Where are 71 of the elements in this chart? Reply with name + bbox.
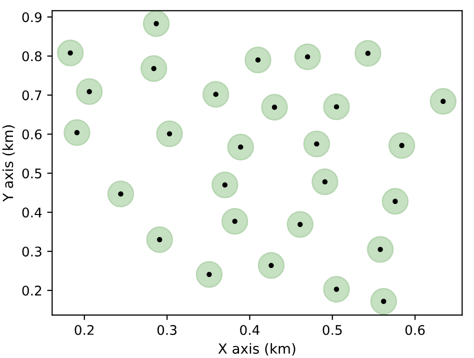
point: [156, 120, 183, 148]
point: [334, 104, 340, 110]
point: [323, 276, 350, 303]
point: [157, 237, 162, 242]
point: [430, 88, 456, 115]
point: [57, 40, 84, 66]
point: [381, 298, 386, 304]
point: [382, 188, 409, 215]
y-tick-label: 0.5: [22, 168, 42, 178]
point: [146, 226, 173, 253]
point: [367, 236, 394, 263]
point: [142, 10, 170, 37]
x-tick-label: 0.3: [157, 324, 176, 335]
point: [118, 191, 124, 197]
point: [392, 198, 398, 204]
point: [206, 272, 212, 278]
point: [370, 288, 397, 315]
point: [388, 132, 416, 159]
point: [399, 142, 404, 148]
y-tick-label: 0.3: [22, 246, 42, 257]
point: [378, 246, 383, 252]
point: [74, 130, 80, 136]
x-tick-label: 0.5: [322, 324, 342, 335]
point: [202, 81, 230, 108]
x-tick-label: 0.6: [405, 324, 425, 335]
point: [86, 89, 92, 94]
point: [107, 180, 134, 208]
point: [322, 179, 328, 184]
point: [222, 182, 228, 188]
point: [261, 94, 288, 121]
point: [64, 119, 90, 146]
point: [244, 46, 272, 74]
point: [238, 144, 244, 150]
point: [314, 141, 320, 147]
y-tick-label: 0.8: [22, 51, 42, 62]
y-tick-label: 0.7: [22, 90, 42, 100]
point: [258, 252, 285, 279]
point: [286, 211, 314, 238]
y-tick-label: 0.4: [22, 208, 42, 218]
point: [213, 92, 218, 97]
point: [227, 134, 254, 160]
point: [166, 131, 172, 136]
y-tick-label: 0.9: [22, 12, 42, 22]
x-axis-title: X axis (km): [218, 343, 296, 356]
point: [323, 94, 350, 120]
point: [365, 50, 371, 56]
point: [303, 130, 330, 158]
point: [440, 98, 446, 104]
y-tick-label: 0.6: [22, 129, 42, 140]
point: [298, 222, 303, 228]
point: [354, 40, 382, 67]
point: [68, 50, 73, 56]
point: [255, 57, 261, 63]
point: [312, 168, 338, 196]
point: [76, 78, 103, 105]
point: [154, 21, 159, 26]
y-axis-title: Y axis (km): [2, 125, 15, 202]
point: [294, 44, 321, 70]
point: [272, 104, 278, 110]
point: [140, 55, 168, 82]
x-tick-label: 0.2: [74, 324, 94, 335]
point: [268, 262, 274, 268]
point: [334, 286, 340, 292]
point: [151, 66, 156, 72]
point: [304, 54, 310, 60]
point: [222, 208, 248, 235]
point: [232, 218, 238, 224]
x-tick-label: 0.4: [240, 324, 260, 335]
y-tick-label: 0.2: [22, 286, 42, 296]
point: [212, 172, 238, 198]
point: [196, 261, 223, 288]
